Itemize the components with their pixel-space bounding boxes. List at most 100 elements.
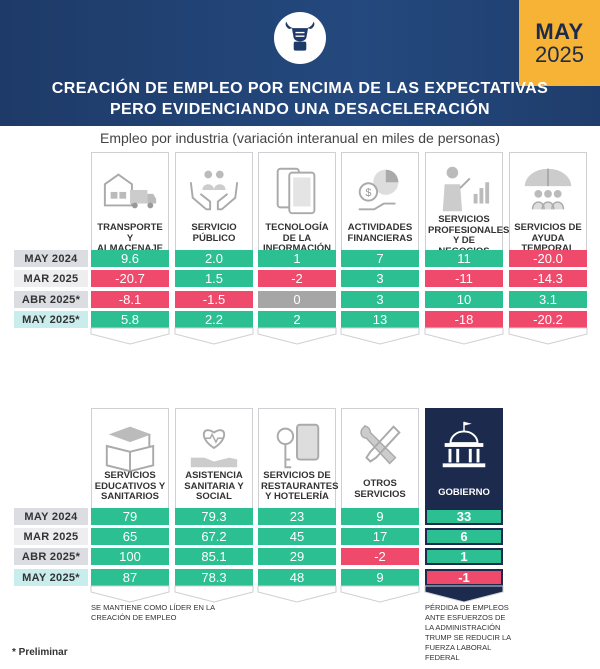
card-tecnologia: TECNOLOGÍA DE LA INFORMACIÓN [258, 152, 336, 254]
row-label-may-2024-b: MAY 2024 [14, 508, 88, 525]
value-cell-may-2024: 9.6 [91, 250, 169, 267]
card-notch [508, 327, 588, 345]
card-notch [174, 585, 254, 603]
value-cell-may-2025: 87 [91, 569, 169, 586]
label-restaurantes: SERVICIOS DE RESTAURANTES Y HOTELERÍA [261, 470, 339, 502]
card-restaurantes: SERVICIOS DE RESTAURANTES Y HOTELERÍA [258, 408, 339, 508]
row-label-abr-2025-b: ABR 2025* [14, 548, 88, 565]
footnote-preliminar: * Preliminar [12, 647, 68, 658]
value-cell-abr-2025: 29 [258, 548, 336, 565]
row-label-abr-2025: ABR 2025* [14, 291, 88, 308]
finance-pie-icon: $ [358, 169, 399, 211]
card-notch [90, 585, 170, 603]
card-notch [340, 585, 420, 603]
date-badge: MAY 2025 [519, 0, 600, 86]
value-cell-may-2024: 79.3 [175, 508, 253, 525]
row-label-may-2025: MAY 2025* [14, 311, 88, 328]
heart-hand-icon [190, 429, 238, 468]
value-cell-mar-2025: 3 [341, 270, 419, 287]
value-cell-mar-2025: 65 [91, 528, 169, 545]
svg-text:$: $ [365, 187, 371, 199]
logo [274, 12, 326, 64]
value-cell-mar-2025: -11 [425, 270, 503, 287]
umbrella-people-icon [524, 168, 572, 210]
value-cell-may-2024: -20.0 [509, 250, 587, 267]
value-cell-mar-2025: -2 [258, 270, 336, 287]
card-profesionales: SERVICIOS PROFESIONALES Y DE NEGOCIOS [425, 152, 509, 256]
value-cell-may-2025: 9 [341, 569, 419, 586]
row-label-may-2025-b: MAY 2025* [14, 569, 88, 586]
row-label-may-2024: MAY 2024 [14, 250, 88, 267]
value-cell-may-2025: -1 [425, 569, 503, 586]
label-asistencia: ASISTENCIA SANITARIA Y SOCIAL [184, 470, 244, 502]
value-cell-may-2024: 23 [258, 508, 336, 525]
value-cell-abr-2025: 85.1 [175, 548, 253, 565]
card-notch [424, 585, 504, 603]
label-financieras: ACTIVIDADES FINANCIERAS [347, 222, 413, 244]
value-cell-mar-2025: 67.2 [175, 528, 253, 545]
card-gobierno: GOBIERNO [425, 408, 503, 508]
label-educativos: SERVICIOS EDUCATIVOS Y SANITARIOS [94, 470, 166, 502]
phone-devices-icon [276, 167, 316, 215]
tools-icon [360, 425, 401, 465]
truck-warehouse-icon [103, 173, 157, 209]
value-cell-may-2025: -18 [425, 311, 503, 328]
value-cell-may-2025: -20.2 [509, 311, 587, 328]
label-servicio-publico: SERVICIO PÚBLICO [191, 222, 237, 244]
card-ayuda-temporal: SERVICIOS DE AYUDA TEMPORAL [509, 152, 587, 254]
value-cell-may-2024: 7 [341, 250, 419, 267]
card-notch [257, 585, 337, 603]
value-cell-may-2024: 11 [425, 250, 503, 267]
value-cell-may-2024: 79 [91, 508, 169, 525]
card-notch [90, 327, 170, 345]
value-cell-abr-2025: 100 [91, 548, 169, 565]
value-cell-may-2025: 13 [341, 311, 419, 328]
value-cell-may-2025: 2.2 [175, 311, 253, 328]
badge-year: 2025 [535, 42, 584, 67]
card-notch [424, 327, 504, 345]
label-ayuda-temporal: SERVICIOS DE AYUDA TEMPORAL [514, 222, 582, 254]
card-notch [340, 327, 420, 345]
value-cell-may-2025: 5.8 [91, 311, 169, 328]
value-cell-may-2025: 48 [258, 569, 336, 586]
value-cell-may-2024: 2.0 [175, 250, 253, 267]
value-cell-abr-2025: -8.1 [91, 291, 169, 308]
value-cell-abr-2025: -2 [341, 548, 419, 565]
value-cell-abr-2025: 1 [425, 548, 503, 565]
label-tecnologia: TECNOLOGÍA DE LA INFORMACIÓN [262, 222, 332, 254]
card-otros: OTROS SERVICIOS [341, 408, 419, 508]
card-transporte: TRANSPORTE Y ALMACENAJE [91, 152, 169, 254]
row-label-mar-2025: MAR 2025 [14, 270, 88, 287]
title-line-2: PERO EVIDENCIANDO UNA DESACELERACIÓN [109, 101, 491, 118]
title-line-1: CREACIÓN DE EMPLEO POR ENCIMA DE LAS EXP… [51, 80, 549, 97]
card-servicio-publico: SERVICIO PÚBLICO [175, 152, 253, 250]
label-gobierno: GOBIERNO [438, 487, 490, 498]
label-otros: OTROS SERVICIOS [354, 478, 406, 500]
value-cell-may-2024: 33 [425, 508, 503, 525]
key-card-icon [276, 423, 320, 469]
note-leader: SE MANTIENE COMO LÍDER EN LA CREACIÓN DE… [91, 603, 215, 622]
label-transporte: TRANSPORTE Y ALMACENAJE [97, 222, 163, 254]
presenter-chart-icon [442, 166, 490, 212]
bull-hands-icon [285, 21, 315, 51]
value-cell-abr-2025: 10 [425, 291, 503, 308]
chart-subtitle: Empleo por industria (variación interanu… [100, 130, 500, 146]
value-cell-may-2025: 2 [258, 311, 336, 328]
value-cell-abr-2025: 3 [341, 291, 419, 308]
row-label-mar-2025-b: MAR 2025 [14, 528, 88, 545]
value-cell-mar-2025: 6 [425, 528, 503, 545]
hands-people-icon [189, 170, 239, 211]
value-cell-abr-2025: 3.1 [509, 291, 587, 308]
badge-month: MAY [535, 18, 584, 44]
value-cell-abr-2025: -1.5 [175, 291, 253, 308]
card-educativos: SERVICIOS EDUCATIVOS Y SANITARIOS [91, 408, 169, 508]
card-notch [174, 327, 254, 345]
government-building-icon [442, 421, 486, 468]
header-banner: MAY 2025 CREACIÓN DE EMPLEO POR ENCIMA D… [0, 0, 600, 126]
value-cell-mar-2025: 17 [341, 528, 419, 545]
value-cell-may-2024: 1 [258, 250, 336, 267]
card-asistencia: ASISTENCIA SANITARIA Y SOCIAL [175, 408, 253, 508]
value-cell-abr-2025: 0 [258, 291, 336, 308]
value-cell-may-2024: 9 [341, 508, 419, 525]
card-financieras: $ ACTIVIDADES FINANCIERAS [341, 152, 419, 250]
